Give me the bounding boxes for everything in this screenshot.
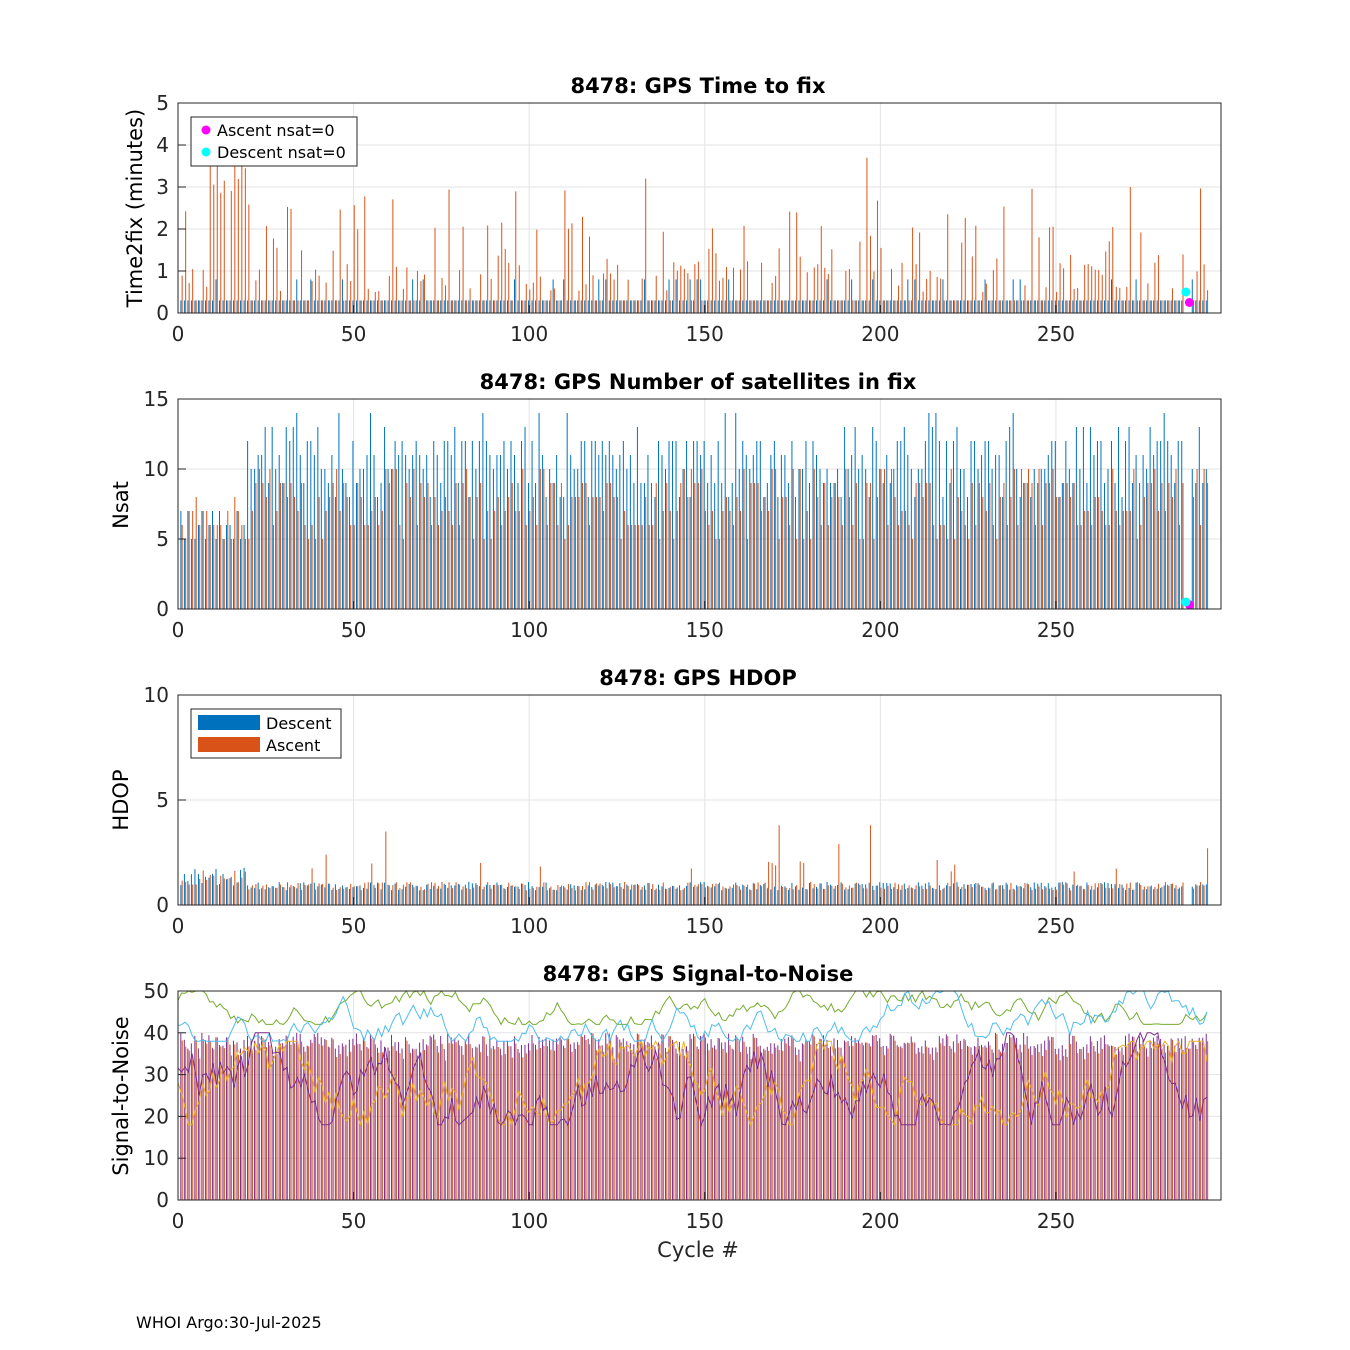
snr-panel: 8478: GPS Signal-to-Noise Signal-to-Nois… <box>109 962 1222 1262</box>
x-tick-label: 0 <box>172 322 185 346</box>
hdop-ylabel: HDOP <box>109 769 133 830</box>
hdop-grid <box>178 695 1221 905</box>
x-tick-label: 50 <box>341 322 366 346</box>
snr-ylabel: Signal-to-Noise <box>109 1016 133 1175</box>
legend-box <box>190 116 358 167</box>
x-tick-label: 250 <box>1037 1209 1075 1233</box>
x-tick-label: 50 <box>341 914 366 938</box>
snr-title: 8478: GPS Signal-to-Noise <box>543 962 854 986</box>
y-tick-label: 0 <box>156 893 169 917</box>
y-tick-label: 4 <box>156 133 169 157</box>
legend-ascent: Ascent <box>266 736 320 755</box>
x-tick-label: 250 <box>1037 914 1075 938</box>
legend-ascent-nsat0: Ascent nsat=0 <box>217 121 335 140</box>
time-to-fix-panel: 8478: GPS Time to fix Time2fix (minutes)… <box>123 74 1222 346</box>
nsat-panel: 8478: GPS Number of satellites in fix Ns… <box>109 370 1222 642</box>
y-tick-label: 0 <box>156 597 169 621</box>
x-tick-label: 150 <box>686 618 724 642</box>
hdop-panel: 8478: GPS HDOP HDOP 0 50 100 150 200 250 0 5 10… <box>109 666 1222 938</box>
snr-axes <box>177 990 1222 1201</box>
snr-series-line <box>177 990 1208 1043</box>
y-tick-label: 5 <box>156 527 169 551</box>
nsat-grid <box>178 399 1221 609</box>
y-tick-label: 0 <box>156 301 169 325</box>
y-tick-label: 10 <box>144 1146 169 1170</box>
nsat-title: 8478: GPS Number of satellites in fix <box>480 370 917 394</box>
snr-xticks: 0 50 100 150 200 250 <box>172 1192 1075 1233</box>
legend-descent: Descent <box>266 714 332 733</box>
x-tick-label: 100 <box>510 1209 548 1233</box>
hdop-yticks: 0 5 10 <box>144 683 186 917</box>
y-tick-label: 40 <box>144 1021 169 1045</box>
hdop-legend: Descent Ascent <box>190 708 342 759</box>
y-tick-label: 3 <box>156 175 169 199</box>
y-tick-label: 0 <box>156 1188 169 1212</box>
time-to-fix-title: 8478: GPS Time to fix <box>570 74 826 98</box>
time-to-fix-xticks: 0 50 100 150 200 250 <box>172 305 1075 346</box>
y-tick-label: 2 <box>156 217 169 241</box>
descent-nsat0-marker-icon <box>201 147 211 157</box>
y-tick-label: 1 <box>156 259 169 283</box>
time-to-fix-legend: Ascent nsat=0 Descent nsat=0 <box>190 116 358 167</box>
snr-yticks: 0 10 20 30 40 50 <box>144 979 186 1212</box>
nsat-xticks: 0 50 100 150 200 250 <box>172 601 1075 642</box>
x-tick-label: 200 <box>861 618 899 642</box>
nsat-markers <box>1181 597 1194 610</box>
snr-series-line <box>177 1031 1208 1127</box>
x-tick-label: 200 <box>861 914 899 938</box>
hdop-title: 8478: GPS HDOP <box>599 666 796 690</box>
y-tick-label: 10 <box>144 457 169 481</box>
x-tick-label: 100 <box>510 618 548 642</box>
time-to-fix-yticks: 0 1 2 3 4 5 <box>156 91 186 325</box>
descent-nsat0-point <box>1181 287 1191 297</box>
descent-swatch <box>198 715 260 730</box>
snr-lines <box>177 990 1208 1127</box>
time-to-fix-axes <box>177 102 1222 314</box>
hdop-bars <box>180 825 1209 905</box>
footer-credit: WHOI Argo:30-Jul-2025 <box>136 1313 322 1332</box>
ascent-swatch <box>198 737 260 752</box>
y-tick-label: 30 <box>144 1063 169 1087</box>
ascent-nsat0-marker-icon <box>201 125 211 135</box>
y-tick-label: 50 <box>144 979 169 1003</box>
x-tick-label: 250 <box>1037 322 1075 346</box>
x-tick-label: 100 <box>510 914 548 938</box>
time-to-fix-ylabel: Time2fix (minutes) <box>123 109 147 308</box>
y-tick-label: 5 <box>156 788 169 812</box>
y-tick-label: 5 <box>156 91 169 115</box>
descent-nsat0-point <box>1181 597 1191 607</box>
x-tick-label: 50 <box>341 1209 366 1233</box>
hdop-xticks: 0 50 100 150 200 250 <box>172 897 1075 938</box>
x-tick-label: 50 <box>341 618 366 642</box>
x-tick-label: 100 <box>510 322 548 346</box>
x-tick-label: 200 <box>861 1209 899 1233</box>
nsat-axes <box>177 398 1222 610</box>
x-tick-label: 0 <box>172 618 185 642</box>
nsat-bars <box>180 413 1209 609</box>
snr-series-line <box>177 990 1208 1026</box>
x-tick-label: 0 <box>172 1209 185 1233</box>
time-to-fix-grid <box>178 103 1221 313</box>
x-tick-label: 250 <box>1037 618 1075 642</box>
snr-bars <box>180 1032 1209 1200</box>
ascent-nsat0-point <box>1184 298 1194 307</box>
x-tick-label: 150 <box>686 322 724 346</box>
time-to-fix-markers <box>1181 287 1194 307</box>
y-tick-label: 20 <box>144 1104 169 1128</box>
time-to-fix-bars <box>180 143 1209 313</box>
x-tick-label: 200 <box>861 322 899 346</box>
nsat-ylabel: Nsat <box>109 481 133 529</box>
snr-xlabel: Cycle # <box>657 1238 739 1262</box>
y-tick-label: 15 <box>144 387 169 411</box>
hdop-axes <box>177 694 1222 906</box>
x-tick-label: 150 <box>686 914 724 938</box>
legend-descent-nsat0: Descent nsat=0 <box>217 143 346 162</box>
x-tick-label: 0 <box>172 914 185 938</box>
snr-series-line <box>177 1039 1208 1127</box>
x-tick-label: 150 <box>686 1209 724 1233</box>
y-tick-label: 10 <box>144 683 169 707</box>
